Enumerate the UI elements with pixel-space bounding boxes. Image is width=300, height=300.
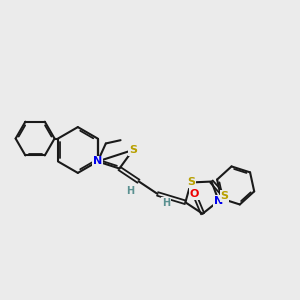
- Text: N: N: [93, 157, 102, 166]
- Text: N: N: [214, 196, 223, 206]
- Text: H: H: [162, 198, 170, 208]
- Text: S: S: [129, 145, 137, 155]
- Text: S: S: [187, 178, 195, 188]
- Text: S: S: [220, 191, 229, 201]
- Text: O: O: [190, 189, 199, 199]
- Text: H: H: [126, 186, 134, 196]
